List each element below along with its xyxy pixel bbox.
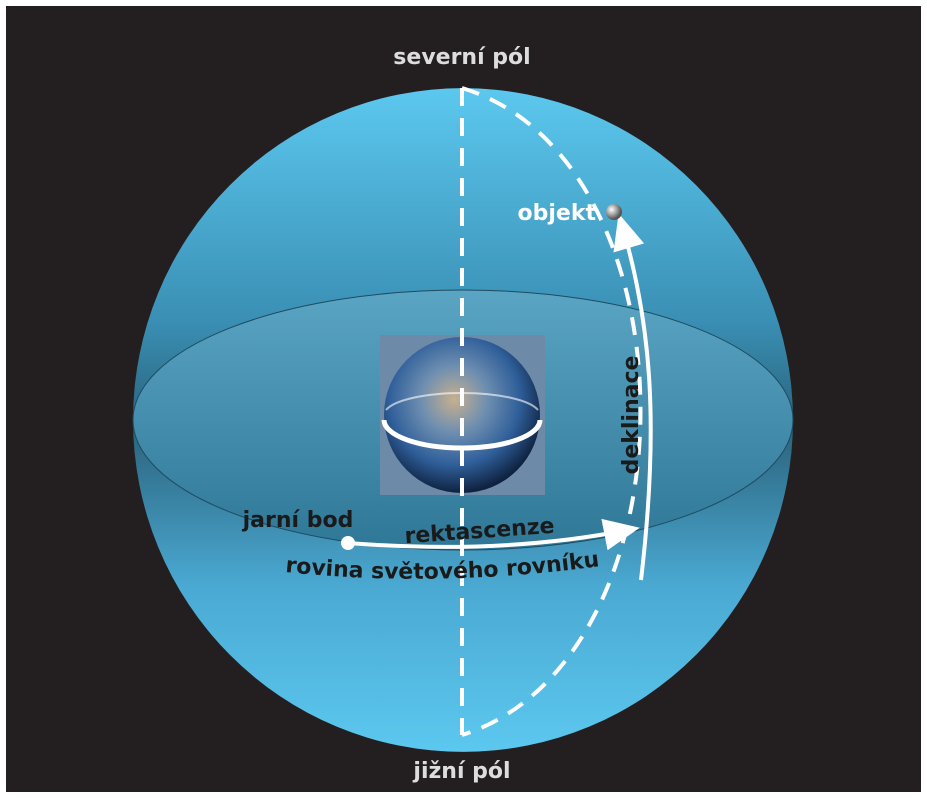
right-ascension-arrow xyxy=(347,518,640,551)
declination-arrow xyxy=(613,213,653,581)
object-label: objekt xyxy=(518,201,597,226)
earth xyxy=(384,337,540,493)
meridian xyxy=(461,86,643,737)
south-pole-label: jižní pól xyxy=(412,759,510,784)
vernal-point-label: jarní bod xyxy=(242,508,354,533)
object-dot xyxy=(606,204,622,220)
vernal-point xyxy=(341,536,355,550)
declination-label: deklinace xyxy=(619,356,644,475)
north-pole-label: severní pól xyxy=(393,45,530,70)
